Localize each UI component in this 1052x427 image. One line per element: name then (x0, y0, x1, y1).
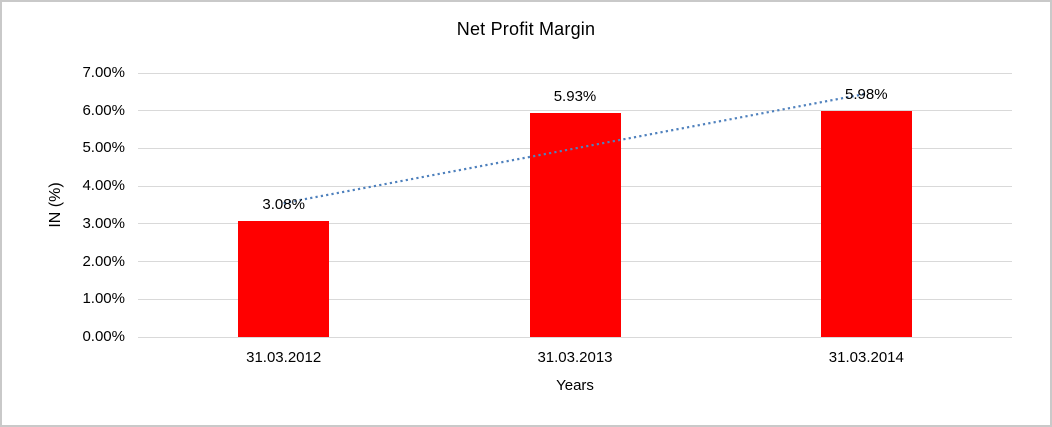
bar-value-label: 5.98% (845, 86, 888, 104)
y-axis-tick-label: 5.00% (82, 139, 125, 157)
bar-31.03.2013 (529, 113, 621, 337)
bar-31.03.2014 (820, 111, 912, 337)
x-axis-title: Years (556, 377, 594, 394)
chart-title: Net Profit Margin (456, 19, 596, 39)
x-axis-tick-label: 31.03.2014 (828, 349, 904, 366)
y-axis-tick-label: 7.00% (82, 64, 125, 81)
y-axis-tick-label: 2.00% (82, 252, 125, 270)
gridline (138, 72, 1012, 74)
bar-31.03.2012 (238, 220, 330, 337)
y-axis-tick-label: 1.00% (82, 290, 125, 308)
x-axis-tick-label: 31.03.2013 (537, 349, 613, 366)
bar-value-label: 5.93% (553, 88, 597, 106)
y-axis-tick-label: 0.00% (82, 328, 125, 345)
y-axis-tick-label: 6.00% (82, 101, 125, 119)
gridline (138, 336, 1012, 338)
bar-value-label: 3.08% (262, 195, 305, 213)
y-axis-tick-label: 3.00% (82, 214, 125, 232)
y-axis-tick-label: 4.00% (82, 177, 125, 195)
x-axis-tick-label: 31.03.2012 (246, 349, 322, 366)
